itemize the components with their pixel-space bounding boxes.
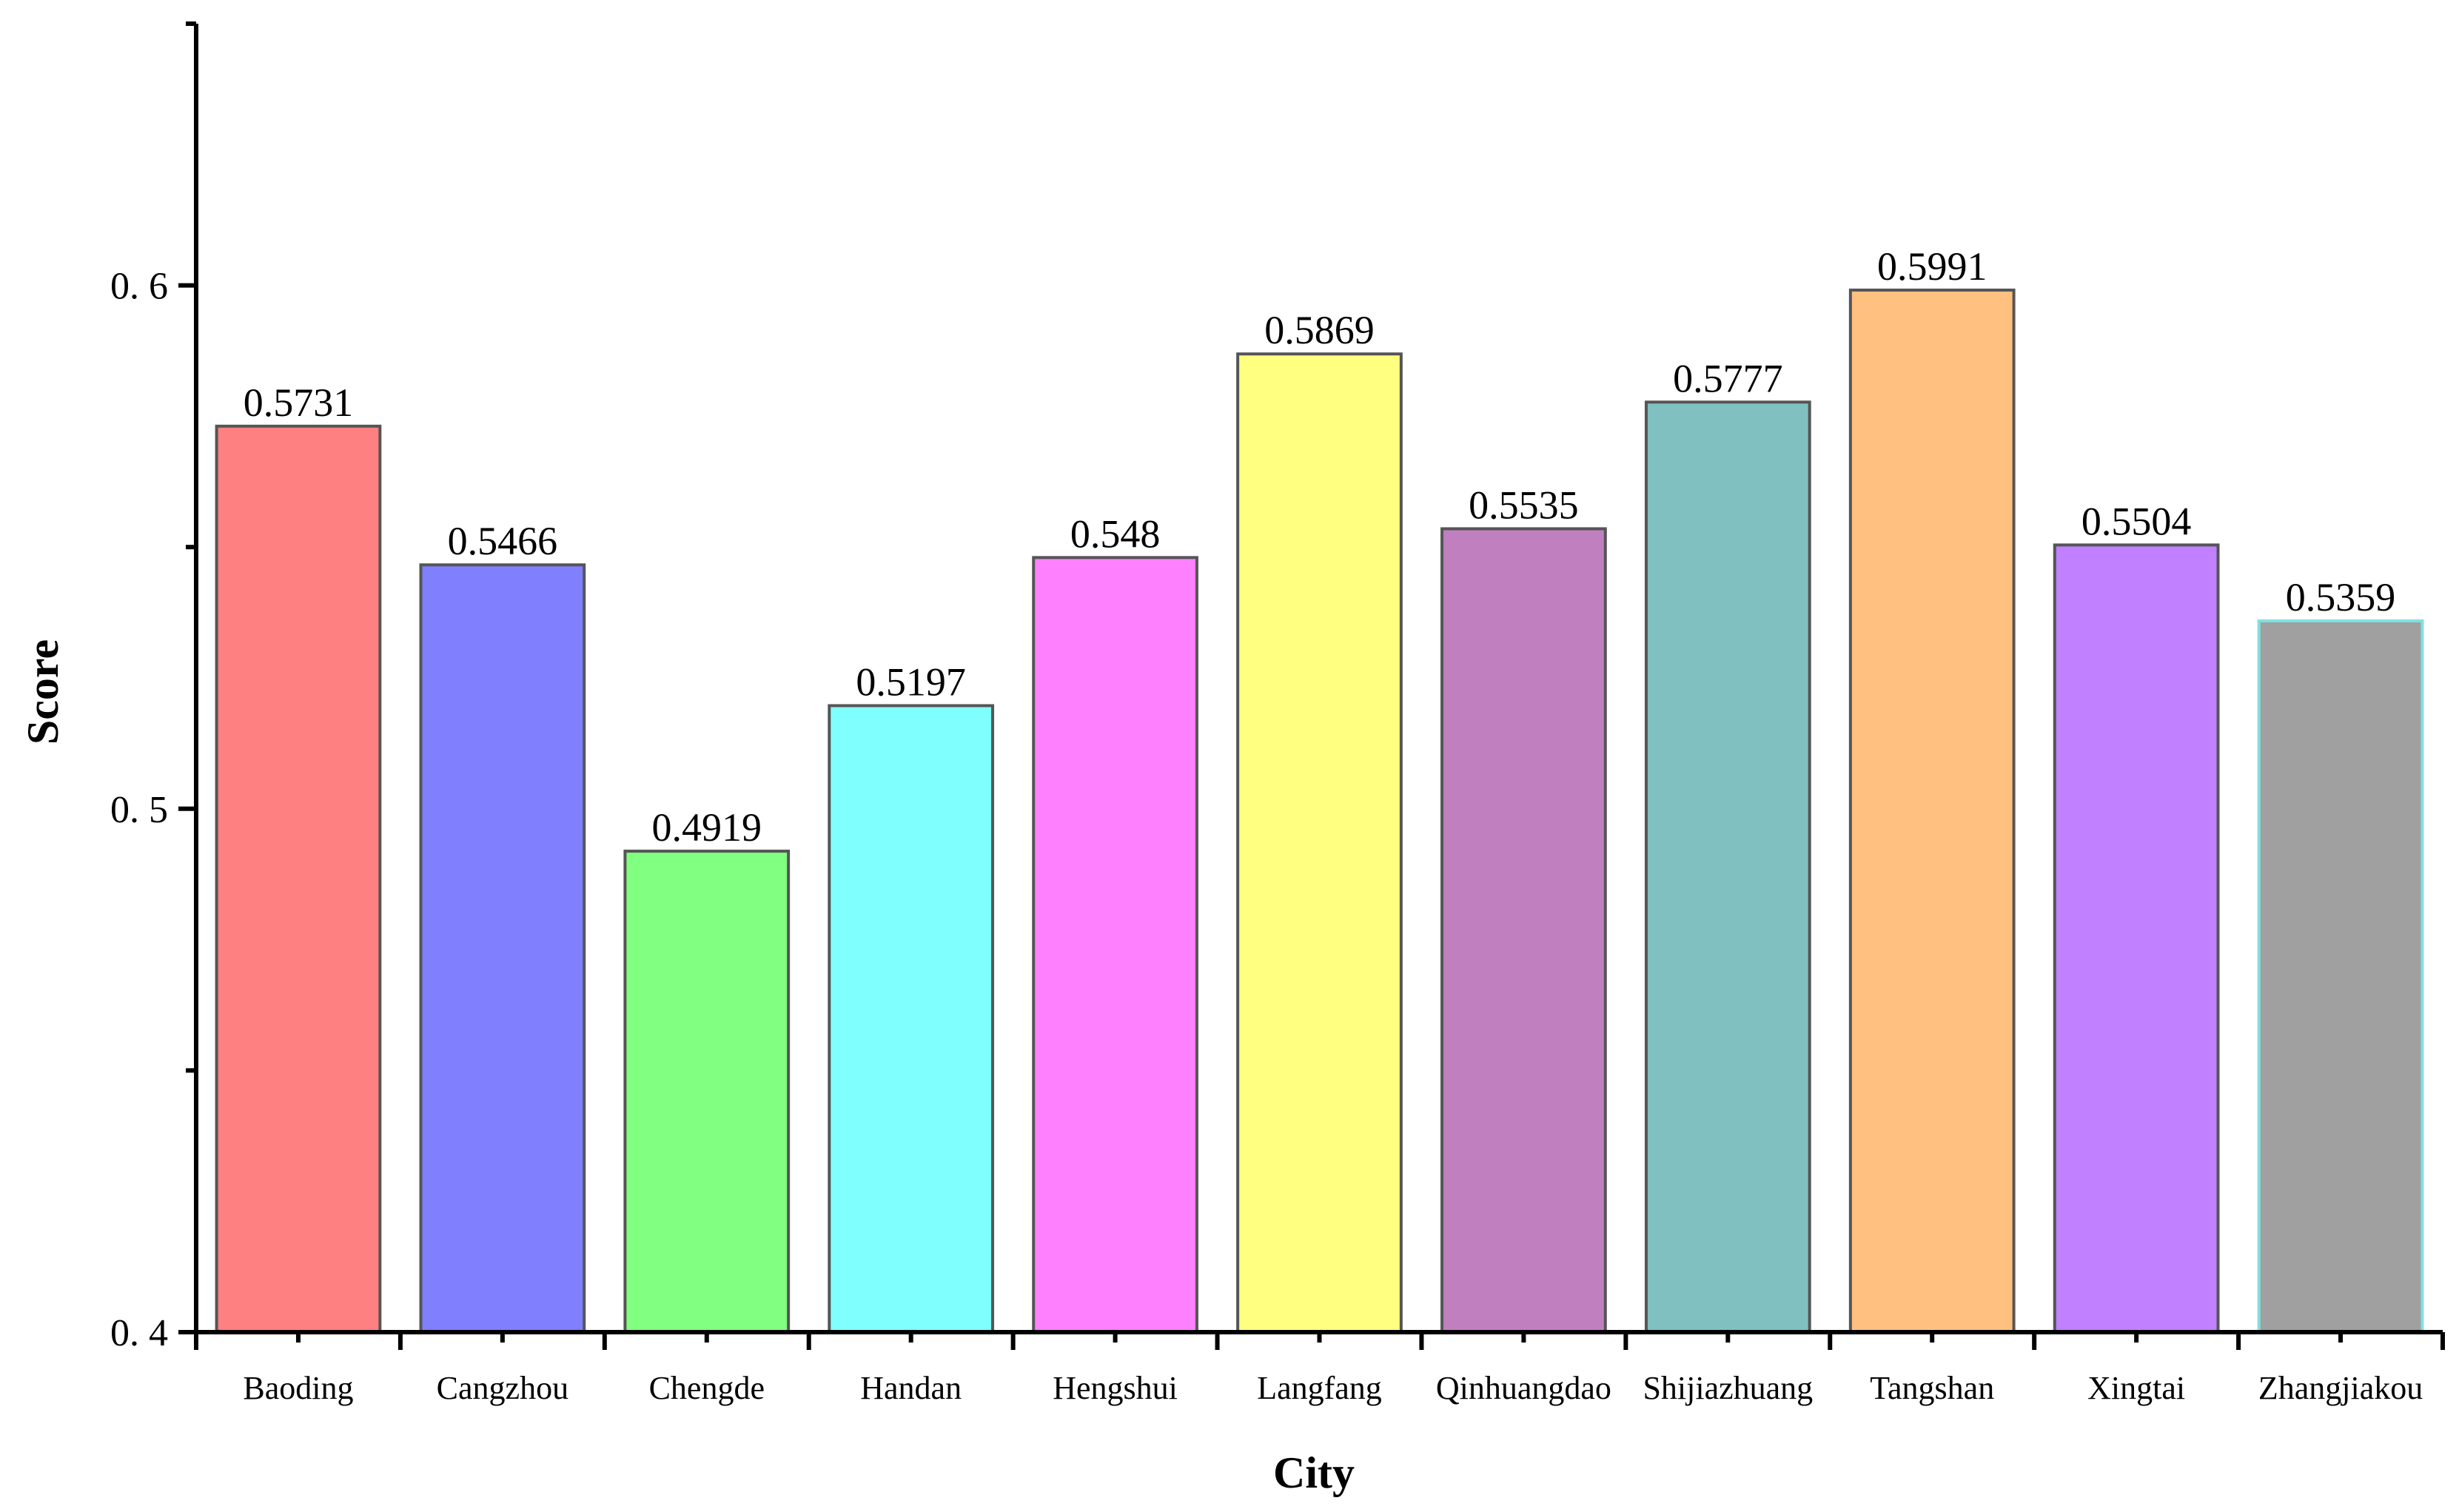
bars: 0.5731 0.5466 0.4919 0.5197 0.548 0.5869 0.553… xyxy=(215,244,2424,1334)
bar-handan xyxy=(828,704,995,1334)
bar-baoding xyxy=(215,424,382,1334)
data-label-shijiazhuang: 0.5777 xyxy=(1673,356,1783,400)
y-axis: 0. 4 0. 5 0. 6 xyxy=(110,21,198,1354)
y-tick-label: 0. 4 xyxy=(110,1312,168,1354)
y-tick-label: 0. 6 xyxy=(110,266,168,308)
x-tick-label-hengshui: Hengshui xyxy=(1053,1370,1178,1406)
bar-zhangjiakou xyxy=(2257,619,2424,1334)
x-axis: Baoding Cangzhou Chengde Handan Hengshui Lang… xyxy=(194,1330,2445,1406)
x-axis-title: City xyxy=(1273,1448,1355,1497)
bar-tangshan xyxy=(1848,288,2016,1334)
data-label-xingtai: 0.5504 xyxy=(2081,499,2192,543)
x-tick-label-langfang: Langfang xyxy=(1257,1370,1382,1406)
data-label-tangshan: 0.5991 xyxy=(1877,244,1987,289)
data-label-handan: 0.5197 xyxy=(856,659,966,704)
data-label-cangzhou: 0.5466 xyxy=(448,519,558,563)
x-tick-label-handan: Handan xyxy=(860,1370,962,1406)
data-label-baoding: 0.5731 xyxy=(244,380,354,425)
bar-qinhuangdao xyxy=(1440,527,1607,1334)
bar-xingtai xyxy=(2053,543,2220,1334)
bar-cangzhou xyxy=(419,563,586,1334)
data-label-langfang: 0.5869 xyxy=(1264,308,1375,352)
data-label-hengshui: 0.548 xyxy=(1070,511,1161,556)
x-tick-label-baoding: Baoding xyxy=(243,1370,353,1406)
x-tick-label-qinhuangdao: Qinhuangdao xyxy=(1436,1370,1611,1406)
data-label-chengde: 0.4919 xyxy=(652,805,762,850)
x-tick-label-zhangjiakou: Zhangjiakou xyxy=(2258,1370,2423,1406)
data-label-qinhuangdao: 0.5535 xyxy=(1469,483,1579,527)
x-tick-label-xingtai: Xingtai xyxy=(2087,1370,2185,1406)
bar-chengde xyxy=(623,850,791,1334)
x-tick-label-tangshan: Tangshan xyxy=(1870,1370,1994,1406)
x-tick-label-chengde: Chengde xyxy=(649,1370,765,1406)
y-axis-title: Score xyxy=(19,639,67,745)
bar-shijiazhuang xyxy=(1644,400,1811,1334)
y-tick-label: 0. 5 xyxy=(110,789,168,831)
bar-langfang xyxy=(1236,352,1403,1334)
x-tick-label-shijiazhuang: Shijiazhuang xyxy=(1643,1370,1813,1406)
data-label-zhangjiakou: 0.5359 xyxy=(2286,575,2396,619)
bar-hengshui xyxy=(1032,556,1198,1334)
x-tick-label-cangzhou: Cangzhou xyxy=(437,1370,568,1406)
